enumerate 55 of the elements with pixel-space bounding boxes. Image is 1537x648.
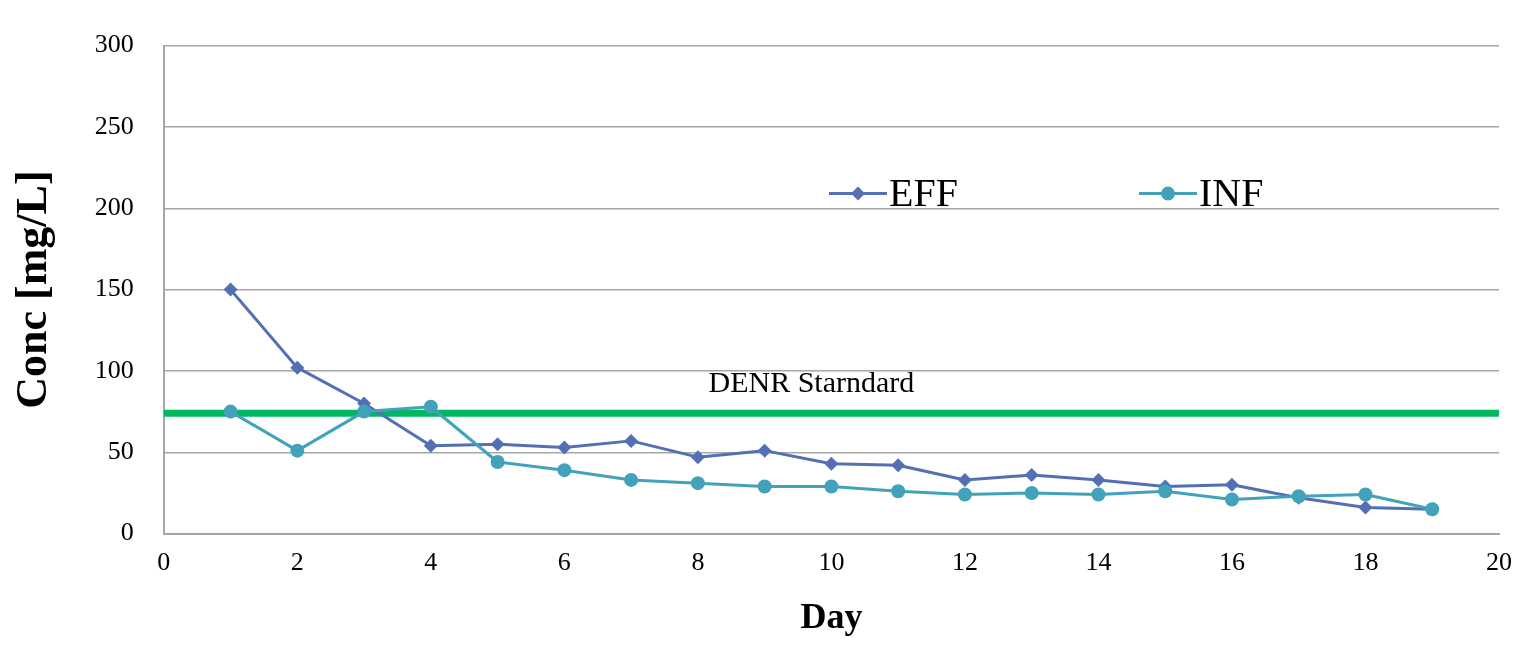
x-tick-label: 14 <box>1085 547 1112 577</box>
point <box>957 472 972 487</box>
x-tick-label: 2 <box>290 547 304 577</box>
point <box>1224 492 1239 507</box>
point <box>357 404 372 419</box>
x-tick-label: 0 <box>157 547 171 577</box>
point <box>1024 468 1039 483</box>
point <box>1024 485 1039 500</box>
point <box>690 476 705 491</box>
point <box>824 456 839 471</box>
point <box>891 484 906 499</box>
point <box>1158 484 1173 499</box>
y-axis-title: Conc [mg/L] <box>6 170 56 409</box>
point <box>557 440 572 455</box>
point <box>757 443 772 458</box>
point <box>490 437 505 452</box>
point <box>891 458 906 473</box>
point <box>757 479 772 494</box>
point <box>690 450 705 465</box>
x-tick-label: 18 <box>1352 547 1379 577</box>
point <box>624 433 639 448</box>
point <box>490 455 505 470</box>
point <box>290 360 305 375</box>
legend-label: EFF <box>889 170 958 216</box>
point <box>1091 472 1106 487</box>
y-tick-label: 250 <box>94 110 134 140</box>
x-tick-label: 10 <box>818 547 845 577</box>
point <box>1091 487 1106 502</box>
x-tick-label: 16 <box>1218 547 1245 577</box>
x-tick-label: 8 <box>691 547 705 577</box>
y-tick-label: 200 <box>94 192 134 222</box>
y-tick-label: 50 <box>107 436 134 466</box>
point <box>1224 477 1239 492</box>
y-tick-label: 100 <box>94 354 134 384</box>
y-tick-label: 0 <box>120 517 134 547</box>
point <box>223 404 238 419</box>
x-tick-label: 20 <box>1486 547 1512 577</box>
x-tick-label: 6 <box>557 547 571 577</box>
x-tick-label: 4 <box>424 547 438 577</box>
point <box>423 399 438 414</box>
point <box>957 487 972 502</box>
point <box>1358 487 1373 502</box>
x-tick-label: 12 <box>951 547 978 577</box>
y-tick-label: 150 <box>94 273 134 303</box>
point <box>290 443 305 458</box>
point <box>223 282 238 297</box>
y-tick-label: 300 <box>94 29 134 59</box>
point <box>824 479 839 494</box>
point <box>1358 500 1373 515</box>
x-axis-title: Day <box>800 595 863 636</box>
point <box>624 472 639 487</box>
point <box>423 438 438 453</box>
point <box>557 463 572 478</box>
legend-label: INF <box>1199 170 1264 216</box>
ref-line-label: DENR Starndard <box>708 365 915 399</box>
